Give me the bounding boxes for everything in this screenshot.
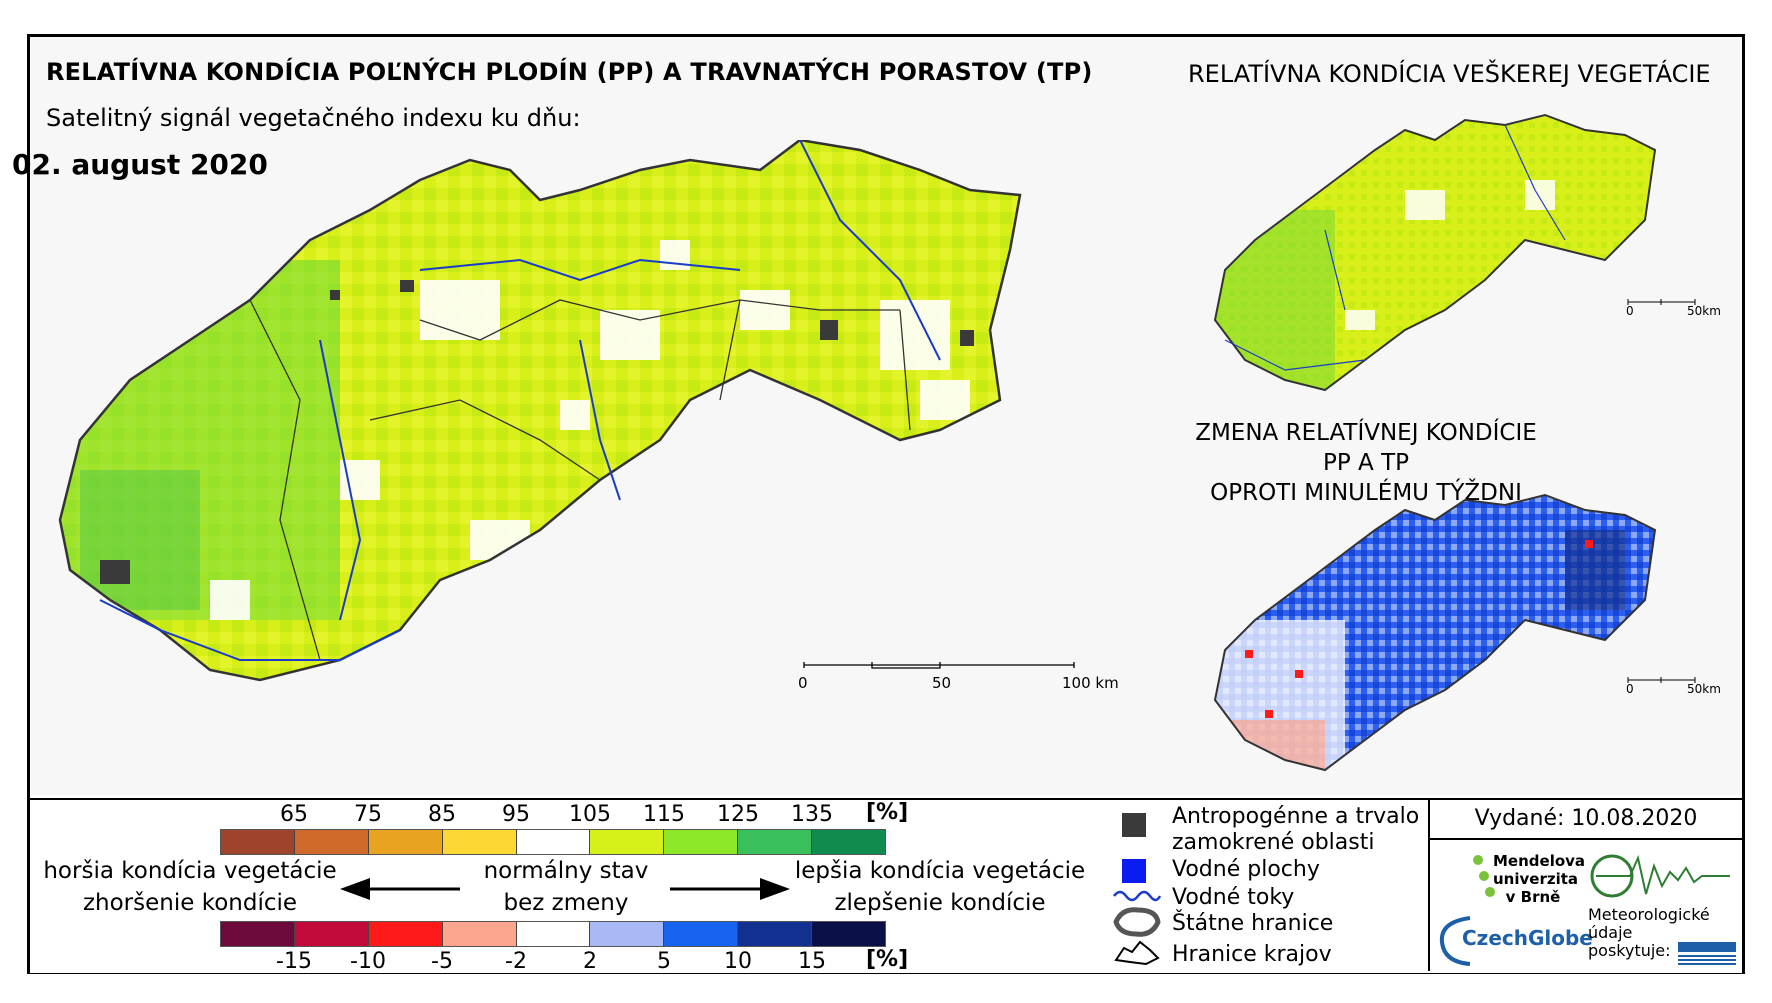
- issued-divider: [1430, 838, 1742, 840]
- cond-swatch: [221, 830, 295, 854]
- weekly-change-map: [1213, 493, 1657, 772]
- cond-swatch: [738, 830, 813, 854]
- cond-tick: 115: [643, 802, 685, 827]
- cond-swatch: [294, 830, 369, 854]
- chg-swatch: [590, 922, 665, 946]
- cond-tick: 135: [791, 802, 833, 827]
- chg-swatch: [368, 922, 443, 946]
- all-vegetation-map: [1213, 113, 1657, 392]
- cond-tick: 105: [569, 802, 611, 827]
- rivers-label: Vodné toky: [1172, 885, 1295, 910]
- small-scale-bottom-50: 50km: [1687, 682, 1721, 696]
- normal-state-label: normálny stav: [483, 858, 649, 884]
- main-scale-bar: [803, 662, 1075, 669]
- cond-tick: 65: [280, 802, 308, 827]
- legend-arrows: [340, 878, 790, 900]
- no-change-label: bez zmeny: [503, 890, 629, 916]
- chg-tick: -5: [431, 949, 453, 974]
- shmu-logo: [1678, 942, 1736, 965]
- condition-color-bar: [220, 829, 886, 855]
- state-borders-label: Štátne hranice: [1172, 911, 1334, 936]
- small-scale-top-0: 0: [1626, 304, 1634, 318]
- region-border-symbol: [1114, 940, 1160, 966]
- cond-unit: [%]: [866, 800, 909, 825]
- main-title: RELATÍVNA KONDÍCIA POĽNÝCH PLODÍN (PP) A…: [46, 58, 1093, 86]
- urban-area-label: Antropogénne a trvalo zamokrené oblasti: [1172, 804, 1420, 855]
- czechglobe-logo-text: CzechGlobe: [1462, 926, 1593, 950]
- worse-condition-label: horšia kondícia vegetácie: [43, 858, 337, 884]
- main-scale-label-50: 50: [932, 674, 952, 692]
- chg-swatch: [442, 922, 517, 946]
- right-map-title: RELATÍVNA KONDÍCIA VEŠKEREJ VEGETÁCIE: [1188, 60, 1711, 88]
- chg-swatch: [294, 922, 369, 946]
- cond-tick: 125: [717, 802, 759, 827]
- main-scale-label-0: 0: [798, 674, 808, 692]
- chg-tick: 15: [798, 949, 826, 974]
- chg-swatch: [516, 922, 591, 946]
- chg-unit: [%]: [866, 947, 909, 972]
- meteo-provider-text: Meteorologické údaje poskytuje:: [1588, 905, 1710, 960]
- better-condition-label: lepšia kondícia vegetácie: [794, 858, 1086, 884]
- legend-divider: [1428, 798, 1430, 971]
- chg-tick: 5: [657, 949, 671, 974]
- small-scale-bar-top: [1627, 299, 1696, 305]
- urban-area-swatch: [1122, 813, 1146, 837]
- cond-swatch: [516, 830, 591, 854]
- cond-tick: 85: [428, 802, 456, 827]
- chg-swatch: [664, 922, 739, 946]
- mendel-logo-icon: [1473, 855, 1495, 897]
- cond-swatch: [664, 830, 739, 854]
- czechglobe-swoosh-icon: [1439, 916, 1471, 966]
- chg-tick: -10: [350, 949, 386, 974]
- water-body-label: Vodné plochy: [1172, 857, 1320, 882]
- river-symbol: [1113, 890, 1162, 902]
- cond-swatch: [812, 830, 886, 854]
- issued-date: Vydané: 10.08.2020: [1474, 806, 1698, 831]
- ustav-vied-o-zemi-logo: [1590, 854, 1730, 898]
- small-scale-bottom-0: 0: [1626, 682, 1634, 696]
- main-scale-label-100: 100 km: [1062, 674, 1119, 692]
- mendel-logo-text: Mendelova univerzita v Brně: [1493, 852, 1586, 906]
- chg-tick: -2: [505, 949, 527, 974]
- chg-tick: 2: [583, 949, 597, 974]
- main-condition-map: [58, 140, 1022, 682]
- subtitle: Satelitný signál vegetačného indexu ku d…: [46, 104, 581, 132]
- region-borders-label: Hranice krajov: [1172, 942, 1332, 967]
- cond-tick: 95: [502, 802, 530, 827]
- chg-swatch: [221, 922, 295, 946]
- chg-swatch: [738, 922, 813, 946]
- better-change-label: zlepšenie kondície: [834, 890, 1046, 916]
- date-label: 02. august 2020: [12, 148, 268, 181]
- state-border-symbol: [1113, 907, 1161, 937]
- small-scale-bar-bottom: [1627, 677, 1696, 683]
- water-body-swatch: [1122, 859, 1146, 883]
- cond-tick: 75: [354, 802, 382, 827]
- cond-swatch: [442, 830, 517, 854]
- worse-change-label: zhoršenie kondície: [82, 890, 298, 916]
- chg-swatch: [812, 922, 886, 946]
- cond-swatch: [368, 830, 443, 854]
- chg-tick: 10: [724, 949, 752, 974]
- change-color-bar: [220, 921, 886, 947]
- cond-swatch: [590, 830, 665, 854]
- chg-tick: -15: [276, 949, 312, 974]
- small-scale-top-50: 50km: [1687, 304, 1721, 318]
